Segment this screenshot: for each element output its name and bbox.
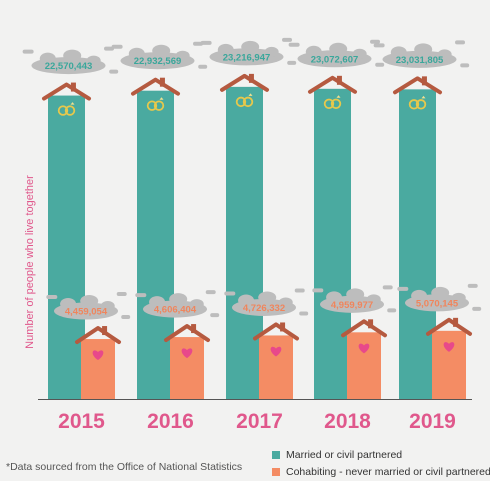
bar-married-2019 [399, 89, 436, 400]
x-tick-label-2019: 2019 [409, 410, 456, 433]
married-2016-house [131, 77, 180, 96]
data-label-married-2015: 22,570,443 [45, 61, 93, 72]
wedding-rings-icon [323, 95, 342, 110]
smoke-cloud-cohabiting-2019 [397, 283, 482, 312]
married-2017-house [220, 73, 269, 92]
data-label-married-2017: 23,216,947 [223, 52, 271, 63]
heart-icon [92, 350, 104, 361]
wedding-rings-icon [235, 93, 254, 108]
house-roof-icon [164, 324, 210, 343]
data-label-married-2019: 23,031,805 [396, 55, 444, 66]
y-axis-label: Number of people who live together [24, 175, 36, 349]
chart-svg: 22,570,443 4,459,054 2015 22,932,569 4,606,4… [22, 37, 482, 433]
cohabiting-2018-house [341, 319, 387, 338]
bar-cohabiting-2016 [170, 337, 204, 399]
house-roof-icon [220, 73, 269, 92]
chimney [368, 319, 374, 329]
smoke-cloud-cohabiting-2015 [46, 292, 131, 320]
smoke-cloud-married-2017 [200, 37, 297, 66]
heart-icon [443, 342, 455, 352]
house-roof-icon [341, 319, 387, 338]
x-tick-label-2017: 2017 [236, 410, 283, 433]
legend-label-cohabiting: Cohabiting - never married or civil part… [286, 466, 490, 478]
bar-cohabiting-2017 [259, 335, 293, 399]
cohabiting-2019-house [426, 317, 472, 336]
data-label-cohabiting-2017: 4,726,332 [243, 303, 285, 314]
wedding-rings-icon [146, 97, 165, 111]
x-tick-label-2016: 2016 [147, 410, 194, 433]
chimney [453, 317, 459, 327]
data-label-married-2016: 22,932,569 [134, 56, 182, 67]
x-tick-label-2018: 2018 [324, 410, 371, 433]
smoke-cloud-married-2018 [288, 39, 385, 68]
heart-icon [358, 343, 370, 354]
wedding-rings-icon [57, 102, 76, 116]
legend-item-cohabiting: Cohabiting - never married or civil part… [272, 464, 490, 480]
data-label-married-2018: 23,072,607 [311, 54, 359, 65]
bar-married-2015 [48, 95, 85, 399]
chimney [191, 324, 197, 334]
source-note: *Data sourced from the Office of Nationa… [6, 461, 243, 473]
smoke-cloud-cohabiting-2016 [135, 290, 220, 318]
heart-icon [270, 346, 282, 357]
legend-swatch-married [272, 451, 280, 459]
chimney [159, 77, 165, 87]
smoke-cloud-married-2016 [111, 41, 208, 70]
bar-married-2017 [226, 86, 263, 399]
heart-icon [181, 348, 193, 359]
married-2018-house [308, 75, 357, 94]
smoke-cloud-cohabiting-2017 [224, 288, 309, 316]
x-tick-label-2015: 2015 [58, 410, 105, 433]
married-2019-house [393, 76, 442, 95]
bar-married-2018 [314, 88, 351, 399]
smoke-cloud-cohabiting-2018 [312, 285, 397, 313]
legend-swatch-cohabiting [272, 468, 280, 476]
cohabiting-2017-house [253, 322, 299, 341]
chimney [102, 326, 108, 336]
cohabiting-2016-house [164, 324, 210, 343]
chimney [336, 75, 342, 85]
data-label-cohabiting-2016: 4,606,404 [154, 305, 197, 316]
smoke-cloud-married-2019 [373, 40, 470, 68]
bar-cohabiting-2015 [81, 339, 115, 399]
chimney [421, 76, 427, 86]
house-roof-icon [253, 322, 299, 341]
chimney [248, 73, 254, 83]
legend-item-married: Married or civil partnered [272, 447, 490, 463]
bar-married-2016 [137, 90, 174, 400]
bar-cohabiting-2019 [432, 330, 466, 399]
smoke-cloud-married-2015 [22, 46, 119, 75]
chimney [280, 322, 286, 332]
house-roof-icon [393, 76, 442, 95]
data-label-cohabiting-2019: 5,070,145 [416, 298, 459, 309]
legend-label-married: Married or civil partnered [286, 449, 403, 461]
wedding-rings-icon [408, 95, 427, 110]
data-label-cohabiting-2015: 4,459,054 [65, 307, 108, 318]
chimney [70, 82, 76, 92]
house-roof-icon [308, 75, 357, 94]
married-2015-house [42, 82, 91, 101]
cohabiting-2015-house [75, 326, 121, 345]
house-roof-icon [131, 77, 180, 96]
house-roof-icon [42, 82, 91, 101]
house-roof-icon [75, 326, 121, 345]
data-label-cohabiting-2018: 4,959,977 [331, 300, 373, 311]
bar-cohabiting-2018 [347, 332, 381, 399]
house-roof-icon [426, 317, 472, 336]
legend: Married or civil partnered Cohabiting - … [272, 447, 490, 481]
